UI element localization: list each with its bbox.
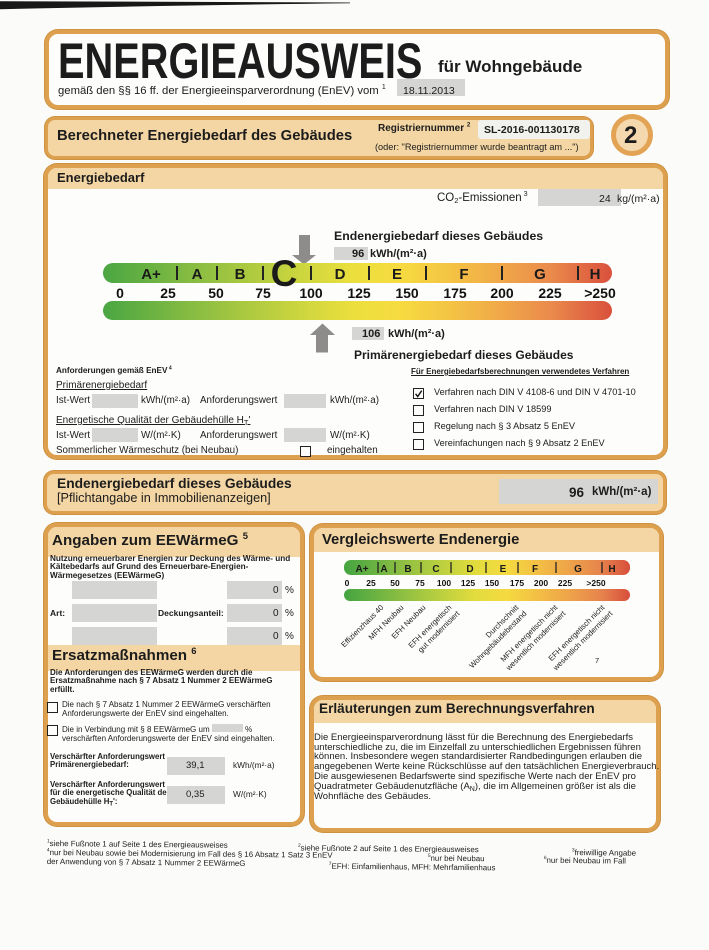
- svg-text:225: 225: [558, 578, 572, 588]
- svg-text:H: H: [608, 564, 615, 575]
- svg-text:>250: >250: [586, 578, 605, 588]
- svg-text:125: 125: [461, 578, 475, 588]
- svg-text:G: G: [534, 266, 546, 283]
- svg-text:F: F: [532, 564, 538, 575]
- svg-text:150: 150: [395, 285, 419, 301]
- svg-text:150: 150: [485, 578, 499, 588]
- svg-text:A+: A+: [355, 564, 368, 575]
- svg-text:D: D: [466, 564, 473, 575]
- svg-text:>250: >250: [584, 285, 616, 301]
- svg-text:7: 7: [595, 656, 599, 665]
- svg-text:175: 175: [443, 285, 467, 301]
- svg-text:E: E: [500, 564, 507, 575]
- svg-text:B: B: [235, 266, 246, 283]
- svg-text:E: E: [392, 266, 402, 283]
- svg-text:200: 200: [490, 285, 514, 301]
- svg-text:125: 125: [347, 285, 371, 301]
- svg-text:175: 175: [510, 578, 524, 588]
- svg-text:D: D: [335, 266, 346, 283]
- svg-text:75: 75: [255, 285, 271, 301]
- svg-text:F: F: [459, 266, 468, 283]
- svg-text:25: 25: [366, 578, 376, 588]
- svg-text:75: 75: [415, 578, 425, 588]
- svg-text:225: 225: [538, 285, 562, 301]
- svg-text:100: 100: [299, 285, 323, 301]
- svg-text:100: 100: [437, 578, 451, 588]
- svg-text:50: 50: [390, 578, 400, 588]
- svg-text:H: H: [590, 266, 601, 283]
- svg-text:25: 25: [160, 285, 176, 301]
- svg-text:0: 0: [116, 285, 124, 301]
- svg-text:200: 200: [534, 578, 548, 588]
- svg-text:50: 50: [208, 285, 224, 301]
- svg-text:A: A: [192, 266, 203, 283]
- svg-text:G: G: [574, 564, 582, 575]
- svg-text:C: C: [271, 253, 298, 294]
- svg-text:0: 0: [345, 578, 350, 588]
- svg-text:A+: A+: [141, 266, 161, 283]
- svg-text:C: C: [432, 564, 439, 575]
- svg-text:B: B: [404, 564, 411, 575]
- svg-text:A: A: [380, 564, 387, 575]
